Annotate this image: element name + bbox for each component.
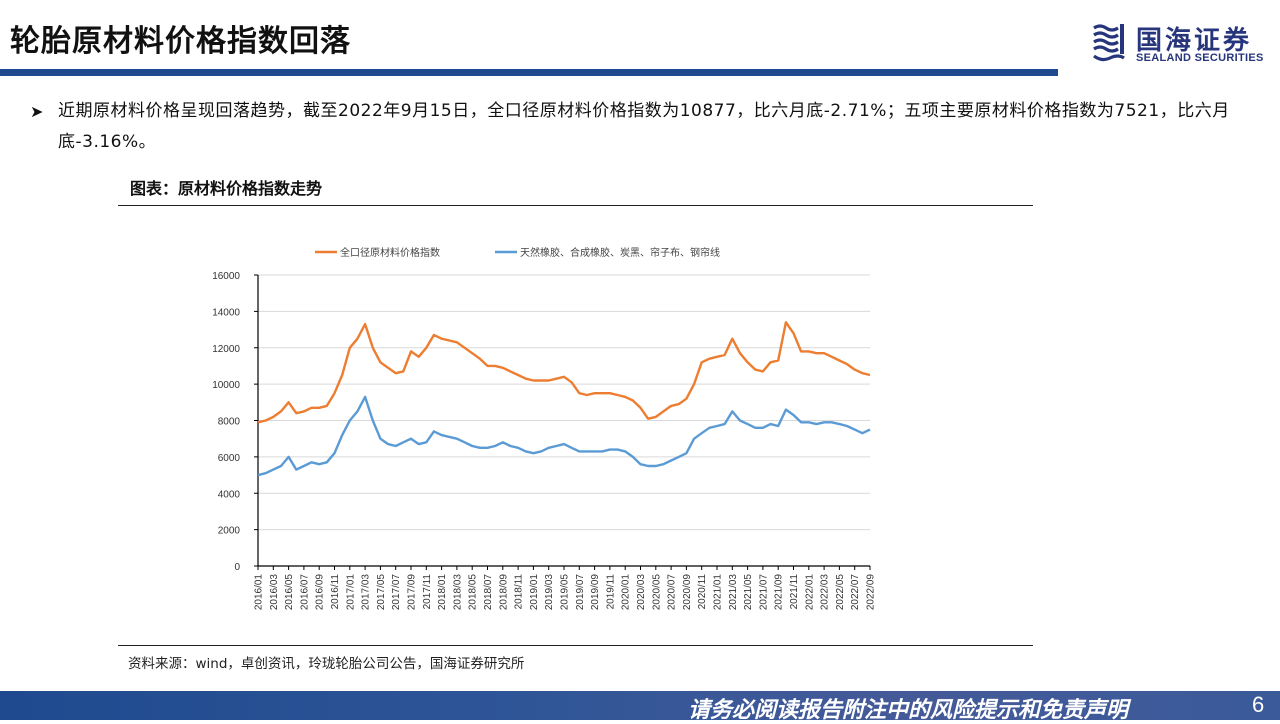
y-tick-label: 0 — [234, 562, 240, 573]
x-tick-label: 2021/11 — [789, 574, 800, 610]
x-tick-label: 2021/03 — [728, 574, 739, 611]
x-tick-label: 2017/03 — [361, 574, 372, 611]
x-tick-label: 2019/03 — [544, 574, 555, 611]
x-tick-label: 2022/05 — [835, 574, 846, 611]
x-tick-label: 2022/03 — [820, 574, 831, 611]
sealand-wave-logo-icon — [1093, 24, 1125, 62]
x-tick-label: 2018/11 — [514, 574, 525, 610]
x-tick-label: 2019/09 — [590, 574, 601, 611]
x-tick-label: 2018/01 — [437, 574, 448, 611]
x-tick-label: 2022/01 — [804, 574, 815, 611]
x-tick-label: 2018/07 — [483, 574, 494, 611]
legend-label: 天然橡胶、合成橡胶、炭黑、帘子布、钢帘线 — [520, 246, 720, 259]
chart-top-rule — [118, 205, 1033, 206]
footer-bar: 请务必阅读报告附注中的风险提示和免责声明 6 — [0, 691, 1280, 723]
x-tick-label: 2021/07 — [758, 574, 769, 611]
disclaimer-text: 请务必阅读报告附注中的风险提示和免责声明 — [688, 698, 1129, 723]
x-tick-label: 2020/05 — [651, 574, 662, 611]
x-tick-label: 2016/03 — [269, 574, 280, 611]
x-tick-label: 2020/11 — [697, 574, 708, 610]
x-tick-label: 2016/09 — [315, 574, 326, 611]
x-tick-label: 2019/05 — [560, 574, 571, 611]
x-tick-label: 2019/07 — [575, 574, 586, 611]
x-tick-label: 2021/01 — [713, 574, 724, 611]
y-tick-label: 16000 — [212, 271, 240, 282]
y-tick-label: 8000 — [218, 417, 241, 428]
y-tick-label: 10000 — [212, 380, 240, 391]
title-underline-bar — [0, 69, 1058, 76]
company-logo: 国海证券 SEALAND SECURITIES — [1090, 18, 1270, 68]
y-tick-label: 2000 — [218, 526, 241, 537]
x-tick-label: 2017/01 — [345, 574, 356, 611]
x-tick-label: 2020/03 — [636, 574, 647, 611]
x-tick-label: 2019/11 — [605, 574, 616, 610]
x-tick-label: 2022/07 — [850, 574, 861, 611]
y-tick-label: 4000 — [218, 489, 241, 500]
x-tick-label: 2017/09 — [407, 574, 418, 611]
x-tick-label: 2018/05 — [468, 574, 479, 611]
page-number: 6 — [1252, 692, 1265, 717]
chart-canvas: 0 2000 4000 6000 8000 10000 12000 14000 16000 201… — [212, 246, 877, 611]
series-line-full-index — [257, 321, 871, 424]
x-tick-label: 2016/05 — [284, 574, 295, 611]
line-chart: 0 2000 4000 6000 8000 10000 12000 14000 16000 201… — [200, 230, 900, 630]
x-tick-label: 2020/01 — [621, 574, 632, 611]
x-tick-label: 2018/09 — [498, 574, 509, 611]
x-tick-label: 2019/01 — [529, 574, 540, 611]
summary-text: 近期原材料价格呈现回落趋势，截至2022年9月15日，全口径原材料价格指数为10… — [58, 101, 1230, 152]
series-line-five-materials — [257, 395, 871, 477]
x-tick-label: 2017/07 — [391, 574, 402, 611]
x-tick-label: 2020/09 — [682, 574, 693, 611]
page-title: 轮胎原材料价格指数回落 — [10, 24, 351, 59]
x-tick-label: 2016/01 — [254, 574, 265, 611]
legend-label: 全口径原材料价格指数 — [340, 246, 440, 259]
x-tick-label: 2016/11 — [330, 574, 341, 610]
x-tick-label: 2018/03 — [452, 574, 463, 611]
x-tick-label: 2021/05 — [743, 574, 754, 611]
x-tick-label: 2017/05 — [376, 574, 387, 611]
chart-caption: 图表：原材料价格指数走势 — [130, 179, 323, 198]
x-tick-label: 2021/09 — [774, 574, 785, 611]
x-tick-label: 2016/07 — [299, 574, 310, 611]
logo-english-name: SEALAND SECURITIES — [1136, 52, 1264, 64]
y-tick-label: 12000 — [212, 344, 240, 355]
logo-chinese-name: 国海证券 — [1136, 26, 1253, 56]
arrow-bullet-icon: ➤ — [30, 102, 44, 121]
y-tick-label: 6000 — [218, 453, 241, 464]
x-tick-label: 2017/11 — [422, 574, 433, 610]
x-tick-label: 2020/07 — [667, 574, 678, 611]
y-tick-label: 14000 — [212, 307, 240, 318]
x-tick-label: 2022/09 — [866, 574, 877, 611]
source-note: 资料来源：wind，卓创资讯，玲珑轮胎公司公告，国海证券研究所 — [128, 656, 525, 672]
legend-item: 天然橡胶、合成橡胶、炭黑、帘子布、钢帘线 — [495, 246, 720, 259]
legend-item: 全口径原材料价格指数 — [315, 246, 440, 259]
chart-bottom-rule — [118, 645, 1033, 646]
